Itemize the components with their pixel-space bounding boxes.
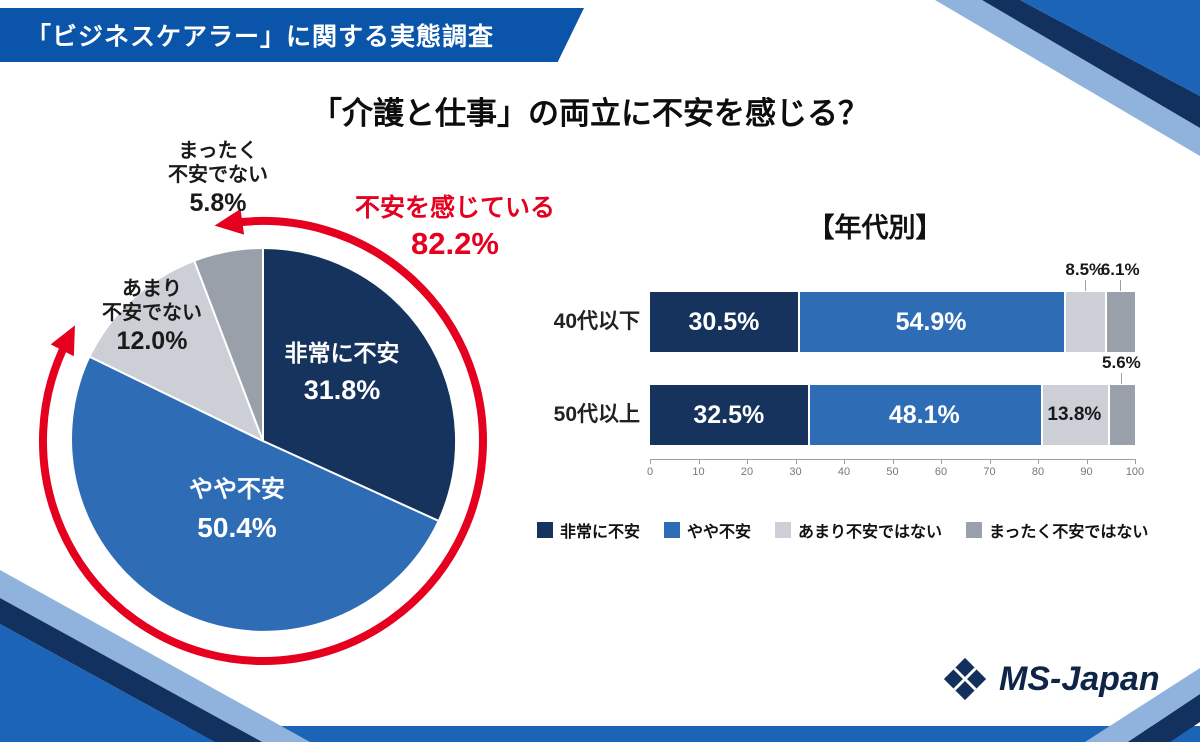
pie-label-value: 5.8% <box>189 189 247 218</box>
bar-segment-1-2 <box>1040 385 1108 445</box>
bar-axis-tick-label: 60 <box>934 466 948 478</box>
bar-value-label: 48.1% <box>888 401 960 429</box>
bar-segment-1-1 <box>807 385 1041 445</box>
legend-swatch <box>966 522 983 538</box>
pie-annotation-label: 不安を感じている <box>354 194 555 222</box>
bar-axis-tick-label: 40 <box>837 466 851 478</box>
bar-axis-tick <box>989 459 991 464</box>
pie-annotation-arc <box>39 208 487 665</box>
header-banner-title: 「ビジネスケアラー」に関する実態調査 <box>26 23 495 51</box>
bar-category-label: 50代以上 <box>553 403 640 426</box>
bar-axis-tick <box>1135 459 1136 464</box>
bar-axis-tick <box>892 459 894 464</box>
ms-japan-logo: MS-Japan <box>942 656 1160 702</box>
bar-axis-tick-label: 20 <box>740 466 754 478</box>
bar-chart-title: 【年代別】 <box>807 213 943 243</box>
bottom-band <box>0 726 1200 742</box>
bar-value-label: 5.6% <box>1102 353 1141 372</box>
header-banner: 「ビジネスケアラー」に関する実態調査 <box>0 8 584 62</box>
pie-slice-0 <box>262 246 458 523</box>
bar-segment-0-1 <box>797 292 1065 352</box>
bar-axis-tick <box>844 459 845 464</box>
legend-label: やや不安 <box>687 524 752 541</box>
bar-leader-line <box>1120 280 1122 291</box>
bar-axis-tick-label: 100 <box>1125 466 1145 478</box>
deco-corner-top-right <box>1020 0 1200 96</box>
pie-label-very-anxious: 非常に不安 31.8% <box>262 340 422 406</box>
bar-axis-tick <box>1086 459 1088 464</box>
pie-label-value: 12.0% <box>116 327 188 356</box>
legend-label: まったく不安ではない <box>989 524 1149 541</box>
legend-swatch <box>775 522 792 538</box>
bar-value-label: 6.1% <box>1100 260 1140 279</box>
bar-leader-line <box>1121 373 1123 384</box>
legend-swatch <box>664 522 681 538</box>
legend-item-2: あまり不安ではない <box>775 518 942 542</box>
bar-axis-tick-label: 90 <box>1080 466 1093 478</box>
bar-leader-line <box>1084 280 1086 291</box>
pie-label-text: 非常に不安 <box>284 340 400 366</box>
bar-axis-tick-label: 0 <box>646 466 654 478</box>
pie-label-value: 31.8% <box>303 374 381 405</box>
pie-label-text: 不安でない <box>102 301 202 324</box>
bar-value-label: 54.9% <box>895 308 967 336</box>
bar-axis-tick <box>650 459 651 464</box>
bar-axis-tick-label: 30 <box>789 466 802 478</box>
bar-axis-tick-label: 80 <box>1031 466 1045 478</box>
legend-item-3: まったく不安ではない <box>966 518 1148 542</box>
pie-label-not-anxious-at-all: まったく 不安でない 5.8% <box>148 140 288 219</box>
bar-value-label: 8.5% <box>1065 260 1105 279</box>
bar-segment-0-3 <box>1105 292 1135 352</box>
bar-plot: 40代以下 30.5% 54.9% 8.5% 6.1% 50代以上 32.5% 48.1% 13… <box>535 258 1195 508</box>
bar-axis-tick-label: 50 <box>886 466 899 478</box>
bar-legend: 非常に不安 やや不安 あまり不安ではない まったく不安ではない <box>537 518 1192 542</box>
pie-annotation: 不安を感じている 82.2% <box>330 194 580 261</box>
pie-svg <box>39 208 487 665</box>
bar-segment-1-0 <box>650 385 808 445</box>
pie-annotation-value: 82.2% <box>411 225 499 261</box>
page-title: 「介護と仕事」の両立に不安を感じる？ <box>311 96 869 131</box>
legend-item-1: やや不安 <box>664 518 751 542</box>
ms-japan-logo-text: MS-Japan <box>999 659 1160 698</box>
bar-axis-tick <box>941 459 942 464</box>
bar-value-label: 13.8% <box>1047 404 1102 425</box>
legend-item-0: 非常に不安 <box>537 518 640 542</box>
bar-category-label: 40代以下 <box>553 310 640 333</box>
legend-label: あまり不安ではない <box>798 524 943 541</box>
bar-segment-0-2 <box>1064 292 1106 352</box>
bar-axis-tick <box>698 459 700 464</box>
bar-value-label: 32.5% <box>693 401 765 429</box>
bar-value-label: 30.5% <box>688 308 760 336</box>
pie-label-text: あまり <box>122 278 182 300</box>
bar-axis-tick-label: 10 <box>692 466 705 478</box>
pie-label-text: まったく <box>178 140 258 162</box>
bar-axis-tick <box>795 459 797 464</box>
pie-label-not-very-anxious: あまり 不安でない 12.0% <box>82 278 222 357</box>
legend-swatch <box>537 522 553 538</box>
bar-axis-tick <box>747 459 748 464</box>
pie-slice-1 <box>70 355 441 633</box>
bar-segment-0-0 <box>650 292 798 352</box>
pie-label-value: 50.4% <box>197 511 277 543</box>
pie-label-text: 不安でない <box>168 163 268 186</box>
ms-japan-logo-icon <box>943 657 987 701</box>
pie-label-text: やや不安 <box>189 476 285 503</box>
bar-axis-tick <box>1038 459 1039 464</box>
pie-label-somewhat-anxious: やや不安 50.4% <box>157 476 317 544</box>
bar-segment-1-3 <box>1107 385 1135 445</box>
bar-axis-tick-label: 70 <box>983 466 996 478</box>
legend-label: 非常に不安 <box>560 524 641 541</box>
